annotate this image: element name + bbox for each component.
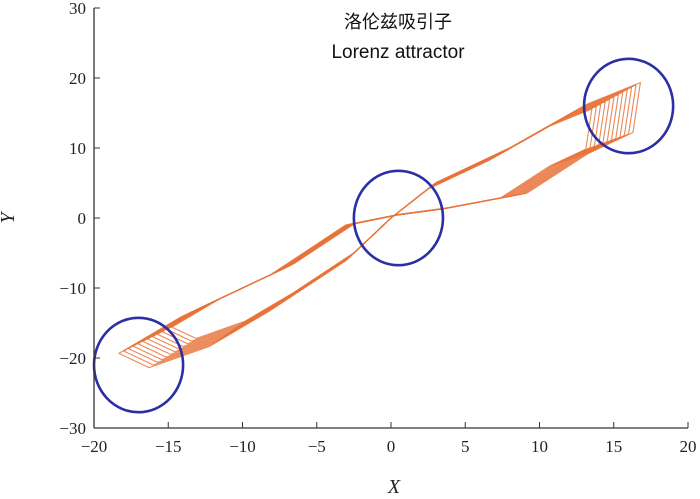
y-tick-label: 0 [78,209,87,228]
trajectory-loop-0-1 [166,105,597,342]
y-tick-label: 30 [69,0,86,18]
x-tick-label: −15 [155,437,182,456]
x-tick-label: 15 [605,437,622,456]
trajectory-loop-0-0 [171,108,593,340]
chart-subtitle: Lorenz attractor [331,42,465,63]
y-tick-label: −30 [59,419,86,438]
y-tick-label: −10 [59,279,86,298]
trajectory-loop-0-8 [132,89,628,361]
highlight-circle-2 [92,316,185,414]
x-tick-label: 5 [461,437,470,456]
plot-area [92,57,675,414]
trajectory-loop-0-4 [152,98,611,350]
chart-title: 洛伦兹吸引子 [344,12,452,33]
trajectory-loop-0-9 [127,86,633,363]
trajectory-loop-0-7 [137,91,624,358]
trajectory-loop-0-10 [123,84,637,366]
trajectory-loop-0-3 [156,101,606,348]
highlight-circle-0 [352,169,445,267]
trajectory-loop-0-5 [147,96,615,353]
x-tick-label: −5 [308,437,326,456]
trajectory-loop-0-6 [142,94,619,355]
x-tick-label: 0 [387,437,396,456]
x-tick-label: −10 [229,437,256,456]
trajectory-loop-0-11 [118,82,641,369]
x-tick-label: 10 [531,437,548,456]
trajectory-loop-0-2 [161,103,602,345]
x-axis-label: X [387,476,401,498]
y-tick-label: 20 [69,69,86,88]
y-axis-label: Y [0,211,19,224]
x-tick-label: 20 [680,437,697,456]
highlight-circle-1 [582,57,675,155]
y-tick-label: −20 [59,349,86,368]
y-tick-label: 10 [69,139,86,158]
x-tick-label: −20 [81,437,108,456]
